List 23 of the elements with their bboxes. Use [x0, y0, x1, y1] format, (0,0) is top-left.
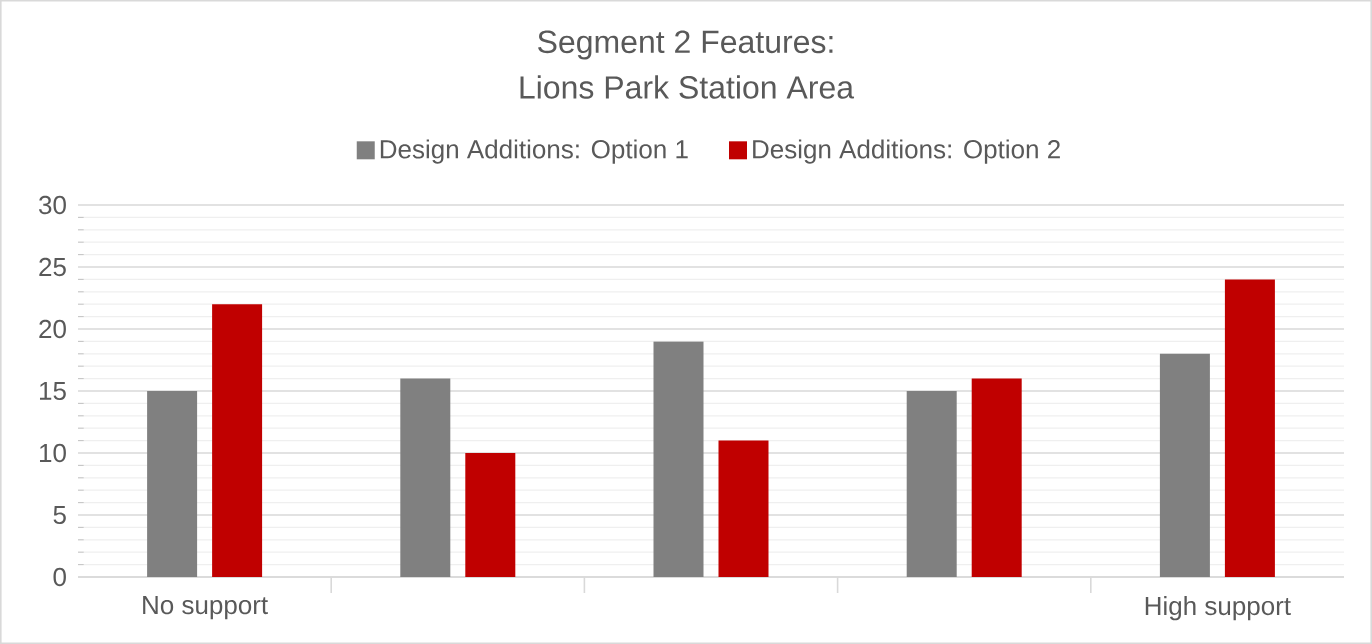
- y-tick-label: 30: [39, 195, 66, 215]
- bar: [718, 440, 769, 577]
- bar: [212, 304, 263, 577]
- bar: [971, 378, 1022, 577]
- legend-label: Design Additions: Option 2: [753, 139, 1060, 164]
- y-tick-label: 20: [39, 319, 66, 339]
- bar: [1224, 279, 1275, 577]
- y-tick-label: 15: [40, 381, 66, 401]
- y-tick-label: 10: [40, 443, 66, 463]
- bar: [906, 391, 957, 577]
- chart-subtitle: Lions Park Station Area: [520, 75, 855, 99]
- x-tick-label: No support: [143, 596, 268, 620]
- bar: [653, 341, 704, 577]
- bar: [1159, 353, 1210, 577]
- bar: [147, 391, 198, 577]
- bar: [465, 453, 516, 577]
- y-tick-label: 0: [53, 567, 66, 587]
- x-tick-label: High support: [1145, 596, 1291, 621]
- y-tick-label: 25: [39, 257, 66, 277]
- legend-label: Design Additions: Option 1: [380, 139, 688, 164]
- y-tick-label: 5: [53, 505, 66, 525]
- chart-title: Segment 2 Features:: [538, 30, 833, 60]
- bar: [400, 378, 451, 577]
